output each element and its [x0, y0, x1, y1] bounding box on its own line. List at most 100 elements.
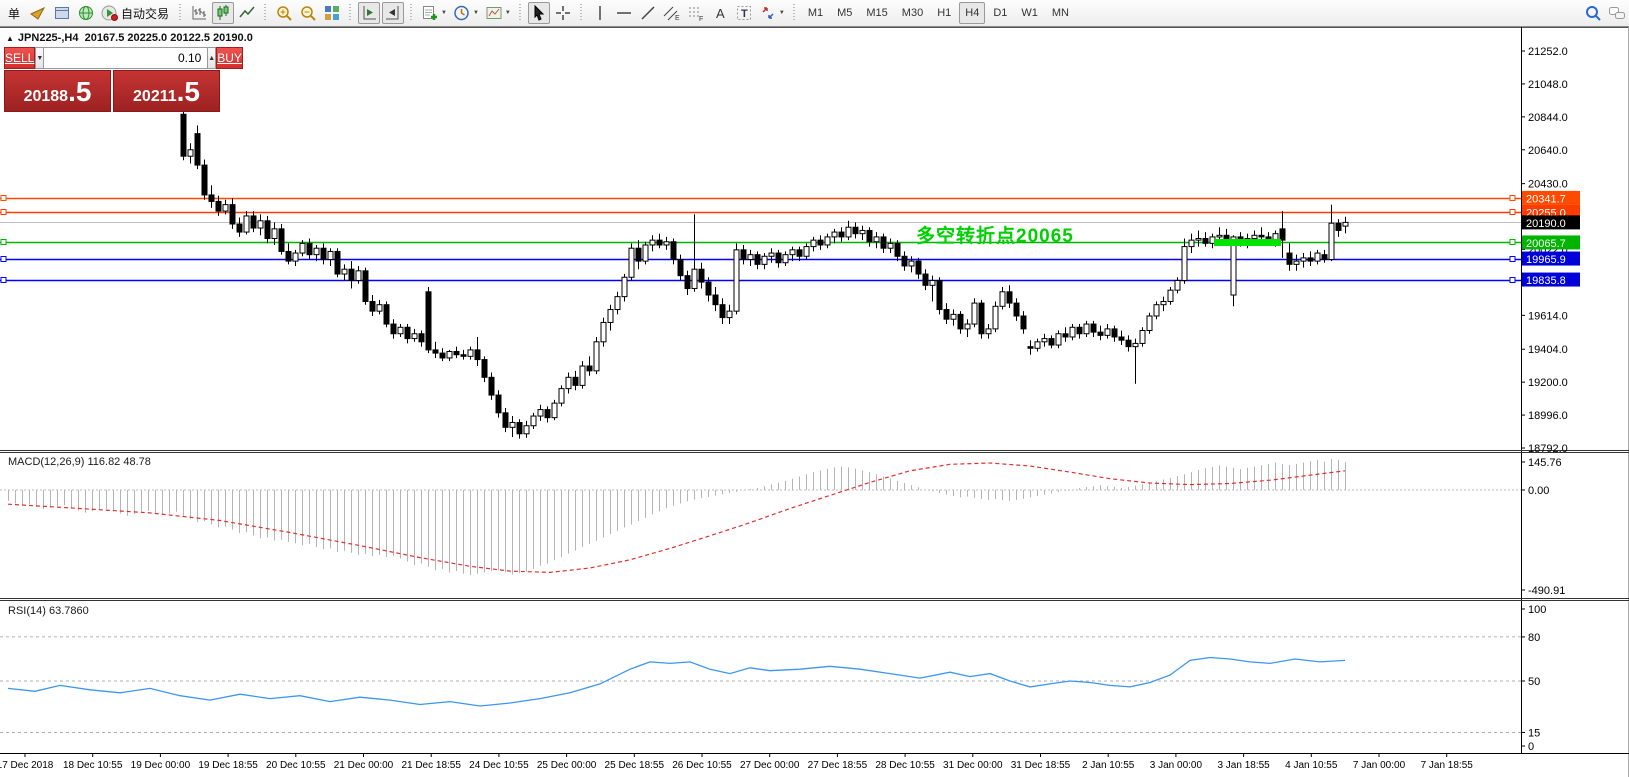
window-icon	[55, 7, 69, 19]
svg-text:25 Dec 18:55: 25 Dec 18:55	[605, 760, 665, 771]
sell-button[interactable]: SELL	[4, 47, 36, 69]
volume-decrease-button[interactable]: ▼	[35, 47, 45, 69]
template-icon	[486, 7, 502, 19]
shift-icon	[386, 6, 399, 20]
timeframe-button-h1[interactable]: H1	[937, 7, 952, 19]
svg-text:17 Dec 2018: 17 Dec 2018	[0, 760, 54, 771]
periods-button[interactable]: ▼	[451, 2, 481, 24]
dropdown-arrow-icon[interactable]: ▼	[472, 10, 479, 16]
tile-windows-button[interactable]	[321, 2, 343, 24]
symbol-title: ▲ JPN225-,H4 20167.5 20225.0 20122.5 2019…	[6, 32, 253, 44]
autotrading-button[interactable]: 自动交易	[99, 2, 173, 24]
timeframe-button-m1[interactable]: M1	[807, 7, 824, 19]
svg-text:20 Dec 10:55: 20 Dec 10:55	[266, 760, 326, 771]
channel-button[interactable]: E	[661, 2, 683, 24]
textT-icon: T	[736, 6, 751, 20]
rsi-indicator-label: RSI(14) 63.7860	[8, 605, 89, 617]
svg-text:19 Dec 18:55: 19 Dec 18:55	[198, 760, 258, 771]
svg-text:21 Dec 00:00: 21 Dec 00:00	[334, 760, 394, 771]
crosshair-button[interactable]	[552, 2, 574, 24]
navigator-icon[interactable]	[75, 2, 97, 24]
textA-icon: A	[716, 6, 725, 21]
zoom-in-button[interactable]	[273, 2, 295, 24]
timeframe-button-m5[interactable]: M5	[837, 7, 853, 19]
search-icon	[1586, 6, 1601, 21]
svg-text:4 Jan 10:55: 4 Jan 10:55	[1285, 760, 1338, 771]
collapse-icon[interactable]: ▲	[6, 34, 14, 43]
sell-price[interactable]: 20188.5	[4, 70, 111, 112]
svg-text:20640.0: 20640.0	[1528, 145, 1568, 157]
svg-text:21 Dec 18:55: 21 Dec 18:55	[401, 760, 461, 771]
svg-text:20430.0: 20430.0	[1528, 179, 1568, 191]
svg-text:19404.0: 19404.0	[1528, 344, 1568, 356]
buy-price[interactable]: 20211.5	[113, 70, 220, 112]
zoom-out-button[interactable]	[297, 2, 319, 24]
trend-icon	[641, 6, 655, 20]
macd-axis: 145.76 0.00 -490.91	[1521, 457, 1565, 597]
volume-input[interactable]	[44, 47, 208, 69]
price-axis: 21252.021048.020844.020640.020430.020226…	[1521, 46, 1568, 455]
svg-text:20844.0: 20844.0	[1528, 112, 1568, 124]
dropdown-arrow-icon[interactable]: ▼	[778, 10, 785, 16]
label-button[interactable]: T	[733, 2, 755, 24]
volume-increase-button[interactable]: ▲	[207, 47, 217, 69]
macd-panel[interactable]	[0, 459, 1521, 576]
line-chart-button[interactable]	[236, 2, 258, 24]
candlestick-chart-button[interactable]	[212, 2, 235, 24]
dropdown-arrow-icon[interactable]: ▼	[441, 10, 447, 16]
bar-chart-button[interactable]	[188, 2, 210, 24]
timeframe-button-d1[interactable]: D1	[993, 7, 1008, 19]
time-axis: 17 Dec 2018 18 Dec 10:55 19 Dec 00:00 19 De…	[0, 753, 1473, 771]
price-tag-19965.9: 19965.9	[1522, 251, 1580, 266]
add-indicator-icon	[423, 6, 438, 20]
search-button[interactable]	[1582, 2, 1604, 24]
svg-text:F: F	[699, 16, 703, 22]
chart-window-icon[interactable]	[51, 2, 73, 24]
svg-text:E: E	[675, 15, 680, 22]
new-order-button[interactable]: 单	[7, 6, 20, 21]
dropdown-arrow-icon[interactable]: ▼	[504, 10, 511, 16]
vline-button[interactable]	[589, 2, 611, 24]
chat-button[interactable]	[1606, 2, 1628, 24]
zoom-out-icon	[301, 6, 316, 21]
candles-icon	[217, 5, 229, 20]
indicators-button[interactable]: ▼	[419, 2, 449, 24]
order-pointer-icon[interactable]	[27, 2, 49, 24]
svg-text:50: 50	[1528, 676, 1540, 688]
auto-scroll-button[interactable]	[358, 2, 381, 24]
buy-button[interactable]: BUY	[216, 47, 243, 69]
one-click-trade-panel: SELL ▼ ▲ BUY 20188.5 20211.5	[4, 47, 243, 112]
svg-text:27 Dec 18:55: 27 Dec 18:55	[808, 760, 868, 771]
toolbar-separator	[347, 3, 355, 23]
svg-text:-490.91: -490.91	[1528, 585, 1565, 597]
timeframe-button-m30[interactable]: M30	[901, 7, 924, 19]
timeframe-button-mn[interactable]: MN	[1051, 7, 1069, 19]
timeframe-button-m15[interactable]: M15	[866, 7, 888, 19]
clock-icon	[454, 5, 469, 21]
svg-text:21252.0: 21252.0	[1528, 46, 1568, 58]
templates-button[interactable]: ▼	[483, 2, 513, 24]
chart-shift-button[interactable]	[382, 2, 405, 24]
chart-canvas[interactable]: 21252.021048.020844.020640.020430.020226…	[0, 27, 1629, 777]
svg-text:31 Dec 00:00: 31 Dec 00:00	[943, 760, 1003, 771]
svg-text:19200.0: 19200.0	[1528, 377, 1568, 389]
timeframe-button-w1[interactable]: W1	[1021, 7, 1038, 19]
trendline-button[interactable]	[637, 2, 659, 24]
timeframe-button-h4[interactable]: H4	[959, 2, 986, 24]
svg-text:15: 15	[1528, 727, 1540, 739]
cursor-button[interactable]	[527, 2, 550, 24]
rsi-panel[interactable]	[0, 636, 1521, 733]
toolbar-separator	[408, 3, 416, 23]
svg-text:21048.0: 21048.0	[1528, 79, 1568, 91]
arrows-button[interactable]: ▼	[757, 2, 787, 24]
channel-icon: E	[663, 6, 680, 22]
svg-text:18792.0: 18792.0	[1528, 443, 1568, 455]
arrows-icon	[762, 7, 774, 19]
chart-annotation-text: 多空转折点20065	[916, 226, 1074, 247]
hline-button[interactable]	[613, 2, 635, 24]
scroll-icon	[363, 6, 377, 20]
fibonacci-button[interactable]: F	[685, 2, 707, 24]
svg-text:28 Dec 10:55: 28 Dec 10:55	[875, 760, 935, 771]
rsi-line	[7, 656, 1346, 707]
text-button[interactable]: A	[709, 2, 731, 24]
